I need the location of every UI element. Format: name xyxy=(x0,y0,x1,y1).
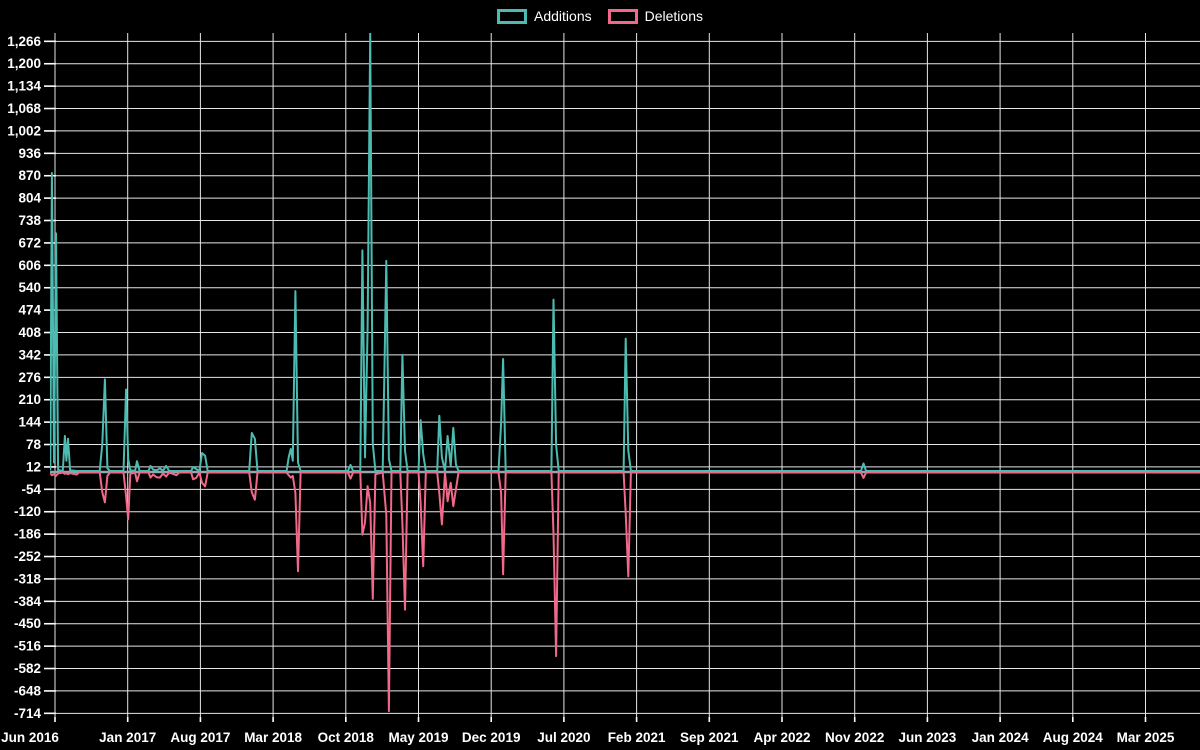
y-tick-label: 738 xyxy=(18,213,41,228)
y-tick-label: 1,002 xyxy=(7,123,41,138)
y-tick-label: -714 xyxy=(14,706,42,721)
y-tick-label: 1,134 xyxy=(7,79,41,94)
y-tick-label: 78 xyxy=(26,437,42,452)
legend-label-additions: Additions xyxy=(534,8,592,24)
x-tick-label: Aug 2017 xyxy=(170,730,230,745)
x-tick-label: Feb 2021 xyxy=(608,730,666,745)
y-tick-label: -450 xyxy=(14,616,41,631)
y-tick-label: 804 xyxy=(18,191,41,206)
y-tick-label: 276 xyxy=(18,370,41,385)
x-tick-label: Mar 2025 xyxy=(1117,730,1175,745)
x-tick-label: Dec 2019 xyxy=(462,730,521,745)
y-tick-label: 1,068 xyxy=(7,101,41,116)
y-tick-label: -318 xyxy=(14,571,42,586)
deletions-line xyxy=(50,471,1200,713)
deletions-swatch-icon xyxy=(607,8,638,24)
y-tick-label: -120 xyxy=(14,504,41,519)
x-tick-label: Aug 2024 xyxy=(1043,730,1104,745)
y-tick-label: -252 xyxy=(14,549,41,564)
x-tick-label: Jun 2016 xyxy=(1,730,59,745)
x-tick-label: May 2019 xyxy=(388,730,448,745)
legend-item-additions[interactable]: Additions xyxy=(497,7,592,25)
x-tick-label: Apr 2022 xyxy=(753,730,810,745)
x-tick-label: Jan 2024 xyxy=(972,730,1030,745)
y-tick-label: 12 xyxy=(26,459,41,474)
y-tick-label: 1,266 xyxy=(7,34,41,49)
x-tick-label: Oct 2018 xyxy=(318,730,375,745)
y-tick-label: -384 xyxy=(14,594,42,609)
x-tick-label: Jan 2017 xyxy=(99,730,156,745)
additions-swatch-icon xyxy=(497,8,528,24)
y-tick-label: -516 xyxy=(14,639,42,654)
x-tick-label: Sep 2021 xyxy=(680,730,739,745)
y-tick-label: -54 xyxy=(21,482,41,497)
chart-legend: Additions Deletions xyxy=(0,7,1200,25)
y-tick-label: 1,200 xyxy=(7,56,41,71)
y-tick-label: 342 xyxy=(18,347,41,362)
legend-item-deletions[interactable]: Deletions xyxy=(607,7,703,25)
y-tick-label: 474 xyxy=(18,303,41,318)
y-tick-label: 606 xyxy=(18,258,41,273)
y-tick-label: -582 xyxy=(14,661,41,676)
y-tick-label: 672 xyxy=(18,235,41,250)
legend-label-deletions: Deletions xyxy=(644,8,703,24)
additions-line xyxy=(50,33,1200,472)
y-tick-label: 540 xyxy=(18,280,41,295)
x-tick-label: Nov 2022 xyxy=(825,730,884,745)
y-tick-label: 210 xyxy=(18,392,41,407)
x-tick-label: Jun 2023 xyxy=(899,730,957,745)
y-tick-label: -648 xyxy=(14,683,42,698)
y-tick-label: -186 xyxy=(14,527,42,542)
y-tick-label: 870 xyxy=(18,168,41,183)
x-tick-label: Jul 2020 xyxy=(537,730,590,745)
y-tick-label: 936 xyxy=(18,146,41,161)
y-tick-label: 144 xyxy=(18,415,41,430)
x-tick-label: Mar 2018 xyxy=(244,730,302,745)
y-tick-label: 408 xyxy=(18,325,41,340)
